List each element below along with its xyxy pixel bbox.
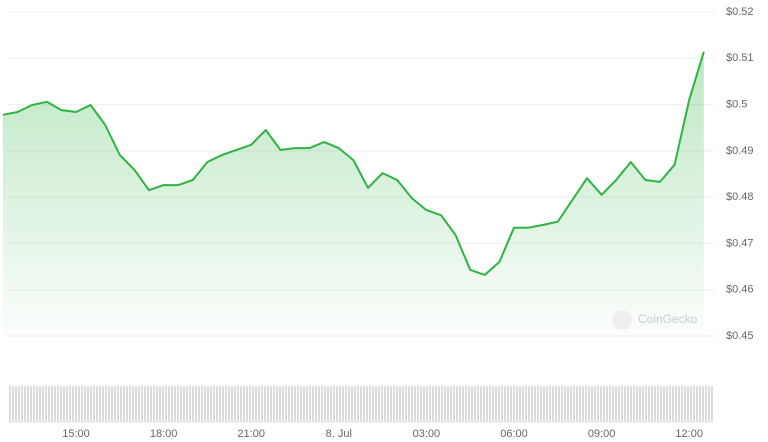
x-tick-label: 09:00 bbox=[588, 428, 616, 440]
watermark: CoinGecko bbox=[612, 310, 698, 330]
x-tick-label: 03:00 bbox=[413, 428, 441, 440]
y-tick-label: $0.5 bbox=[726, 98, 747, 110]
watermark-text: CoinGecko bbox=[638, 312, 698, 326]
area-fill bbox=[3, 51, 704, 337]
x-tick-label: 15:00 bbox=[62, 428, 90, 440]
price-line bbox=[2, 51, 705, 276]
x-tick-label: 18:00 bbox=[150, 428, 178, 440]
x-tick-label: 21:00 bbox=[237, 428, 265, 440]
x-tick-label: 8. Jul bbox=[326, 428, 352, 440]
x-tick-label: 12:00 bbox=[675, 428, 703, 440]
y-tick-label: $0.48 bbox=[726, 191, 754, 203]
y-tick-label: $0.47 bbox=[726, 237, 754, 249]
y-tick-label: $0.45 bbox=[726, 330, 754, 342]
y-tick-label: $0.51 bbox=[726, 52, 754, 64]
y-tick-label: $0.52 bbox=[726, 6, 754, 18]
y-tick-label: $0.49 bbox=[726, 145, 754, 157]
y-tick-label: $0.46 bbox=[726, 284, 754, 296]
volume-band bbox=[8, 386, 714, 422]
x-tick-label: 06:00 bbox=[500, 428, 528, 440]
